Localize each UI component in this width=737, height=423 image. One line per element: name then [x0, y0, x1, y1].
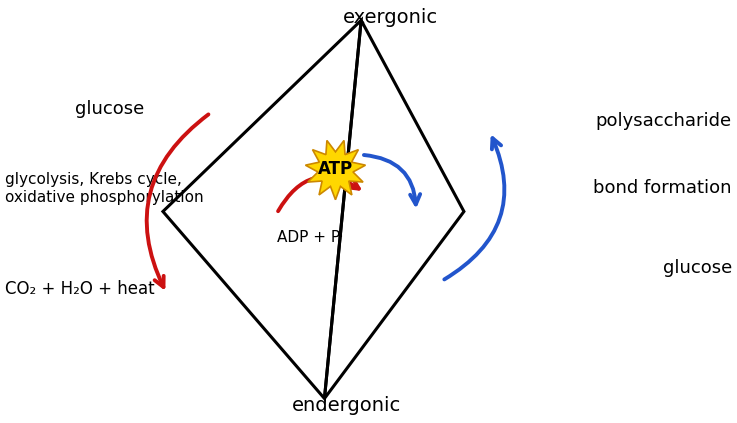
- Text: glucose: glucose: [663, 259, 732, 277]
- Text: ADP + Pᴵ: ADP + Pᴵ: [276, 231, 343, 245]
- Text: polysaccharide: polysaccharide: [595, 112, 732, 130]
- Text: exergonic: exergonic: [343, 8, 438, 27]
- Polygon shape: [305, 140, 366, 200]
- Text: CO₂ + H₂O + heat: CO₂ + H₂O + heat: [5, 280, 155, 298]
- Text: endergonic: endergonic: [292, 396, 401, 415]
- Text: glycolysis, Krebs cycle,
oxidative phosphorylation: glycolysis, Krebs cycle, oxidative phosp…: [5, 172, 203, 205]
- Text: glucose: glucose: [75, 99, 144, 118]
- Text: bond formation: bond formation: [593, 179, 732, 198]
- Text: ATP: ATP: [318, 160, 353, 179]
